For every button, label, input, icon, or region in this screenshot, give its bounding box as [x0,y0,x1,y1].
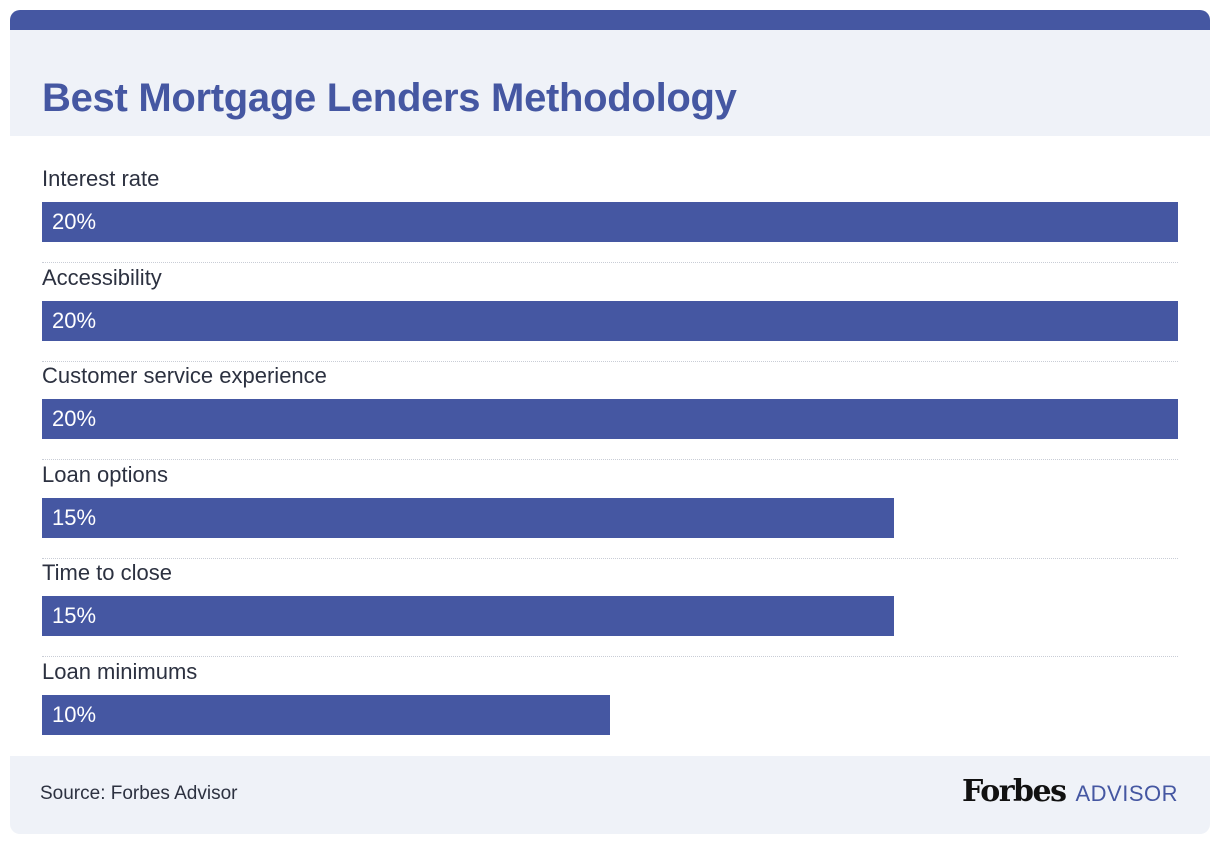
bar-value-label: 10% [52,701,97,727]
bar-row: Interest rate 20% [42,136,1178,242]
bar-chart: Interest rate 20% Accessibility 20% Customer… [10,136,1210,756]
category-label: Customer service experience [42,363,327,388]
category-label: Interest rate [42,166,160,191]
bar-row: Time to close 15% [42,530,1178,636]
bar-value-label: 15% [52,504,97,530]
chart-title: Best Mortgage Lenders Methodology [42,76,737,120]
top-accent-bar [10,10,1210,30]
row-divider [42,262,1178,263]
bar: 15% [42,596,894,636]
bar: 10% [42,694,610,735]
row-divider [42,656,1178,657]
bar-row: Loan minimums 10% [42,629,1178,735]
category-label: Time to close [42,560,173,585]
bar: 15% [42,497,894,538]
chart-footer: Source: Forbes Advisor Forbes ADVISOR [10,756,1210,834]
forbes-advisor-logo: Forbes ADVISOR [962,774,1178,814]
row-divider [42,360,1178,362]
logo-suffix: ADVISOR [1075,781,1178,806]
logo-wordmark: Forbes [962,774,1067,809]
bar: 20% [42,300,1178,341]
category-label: Loan minimums [42,658,198,684]
bar-row: Loan options 15% [42,432,1178,538]
bar-value-label: 20% [52,209,97,234]
category-label: Loan options [42,461,168,487]
bar: 20% [42,202,1178,242]
bar-row: Accessibility 20% [42,235,1178,341]
source-note: Source: Forbes Advisor [40,783,238,804]
bar-row: Customer service experience 20% [42,333,1178,439]
chart-card: Best Mortgage Lenders Methodology Intere… [10,10,1210,834]
row-divider [42,557,1178,559]
bar-value-label: 20% [52,406,97,431]
chart-header: Best Mortgage Lenders Methodology [10,30,1210,136]
bar-value-label: 15% [52,603,97,628]
category-label: Accessibility [42,264,162,290]
row-divider [42,459,1178,460]
bar: 20% [42,399,1178,439]
bar-value-label: 20% [52,307,97,333]
